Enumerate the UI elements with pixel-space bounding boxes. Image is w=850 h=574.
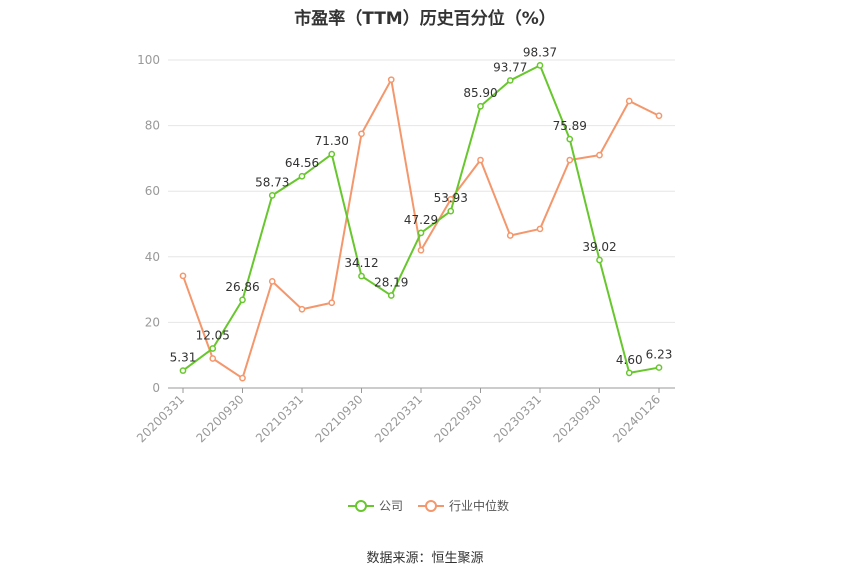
data-point xyxy=(417,229,425,237)
data-point xyxy=(477,156,484,164)
data-point xyxy=(477,102,484,110)
data-label: 64.56 xyxy=(285,156,319,170)
data-point xyxy=(625,97,633,105)
x-tick-label: 20240126 xyxy=(610,392,663,445)
grid-lines xyxy=(168,59,675,323)
y-tick-label: 60 xyxy=(145,184,160,198)
data-labels: 5.31 12.05 26.86 58.73 64.56 71.30 34.12 28.19 4… xyxy=(170,45,673,367)
data-label: 39.02 xyxy=(582,240,616,254)
data-label: 26.86 xyxy=(225,280,259,294)
data-point xyxy=(209,355,217,362)
chart-title: 市盈率（TTM）历史百分位（%） xyxy=(294,9,556,29)
data-point xyxy=(268,278,276,285)
data-point xyxy=(209,345,217,352)
data-point xyxy=(655,364,663,371)
data-point xyxy=(298,305,306,313)
data-point xyxy=(328,150,336,158)
x-tick-label: 20210331 xyxy=(253,392,306,445)
x-tick-label: 20230331 xyxy=(491,392,544,445)
data-point xyxy=(506,232,514,239)
data-label: 93.77 xyxy=(493,60,527,74)
data-label: 71.30 xyxy=(315,134,349,148)
data-point xyxy=(536,225,544,233)
data-label: 6.23 xyxy=(646,348,673,362)
data-point xyxy=(625,369,633,377)
data-label: 53.93 xyxy=(434,191,468,205)
data-point xyxy=(596,256,603,264)
x-tick-label: 20230930 xyxy=(551,392,604,445)
legend-label: 行业中位数 xyxy=(449,498,509,513)
data-point xyxy=(387,292,395,299)
x-tick-label: 20220331 xyxy=(372,392,425,445)
source-note: 数据来源：恒生聚源 xyxy=(366,551,484,566)
data-point xyxy=(239,374,246,382)
data-label: 4.60 xyxy=(616,353,643,367)
data-label: 34.12 xyxy=(344,256,378,270)
data-point xyxy=(536,61,544,69)
data-point xyxy=(358,130,365,138)
data-point xyxy=(655,112,663,120)
series-line xyxy=(182,78,660,380)
data-label: 12.05 xyxy=(196,328,230,342)
series-lines xyxy=(179,61,663,382)
legend-label: 公司 xyxy=(379,499,403,513)
data-point xyxy=(417,246,425,254)
x-tick-label: 20200331 xyxy=(134,392,187,445)
x-tick-label: 20200930 xyxy=(194,392,247,445)
legend-swatch-marker xyxy=(355,500,367,512)
data-point xyxy=(179,367,187,374)
data-point xyxy=(298,172,306,180)
data-point xyxy=(179,272,187,280)
data-point xyxy=(328,299,336,307)
y-tick-label: 20 xyxy=(145,315,160,329)
data-label: 28.19 xyxy=(374,276,408,290)
data-point xyxy=(566,135,574,143)
data-label: 75.89 xyxy=(553,119,587,133)
x-tick-label: 20220930 xyxy=(432,392,485,445)
data-label: 98.37 xyxy=(523,45,557,59)
legend-swatch-marker xyxy=(425,500,437,512)
y-tick-label: 40 xyxy=(145,250,160,264)
data-label: 85.90 xyxy=(463,86,497,100)
data-label: 47.29 xyxy=(404,213,438,227)
data-label: 58.73 xyxy=(255,175,289,189)
data-point xyxy=(566,156,574,164)
data-point xyxy=(387,76,395,84)
x-axis: 20200331 20200930 20210331 20210930 20220331… xyxy=(134,387,675,445)
legend: 公司 行业中位数 xyxy=(348,498,509,513)
data-point xyxy=(596,151,603,159)
data-label: 5.31 xyxy=(170,351,197,365)
x-tick-label: 20210930 xyxy=(313,392,366,445)
y-tick-label: 80 xyxy=(145,119,160,133)
y-axis: 0 20 40 60 80 100 xyxy=(137,53,160,395)
data-point xyxy=(358,272,365,280)
data-point xyxy=(239,296,246,304)
data-point xyxy=(506,77,514,84)
data-point xyxy=(268,192,276,199)
y-tick-label: 0 xyxy=(152,381,160,395)
data-point xyxy=(447,207,455,215)
y-tick-label: 100 xyxy=(137,53,160,67)
